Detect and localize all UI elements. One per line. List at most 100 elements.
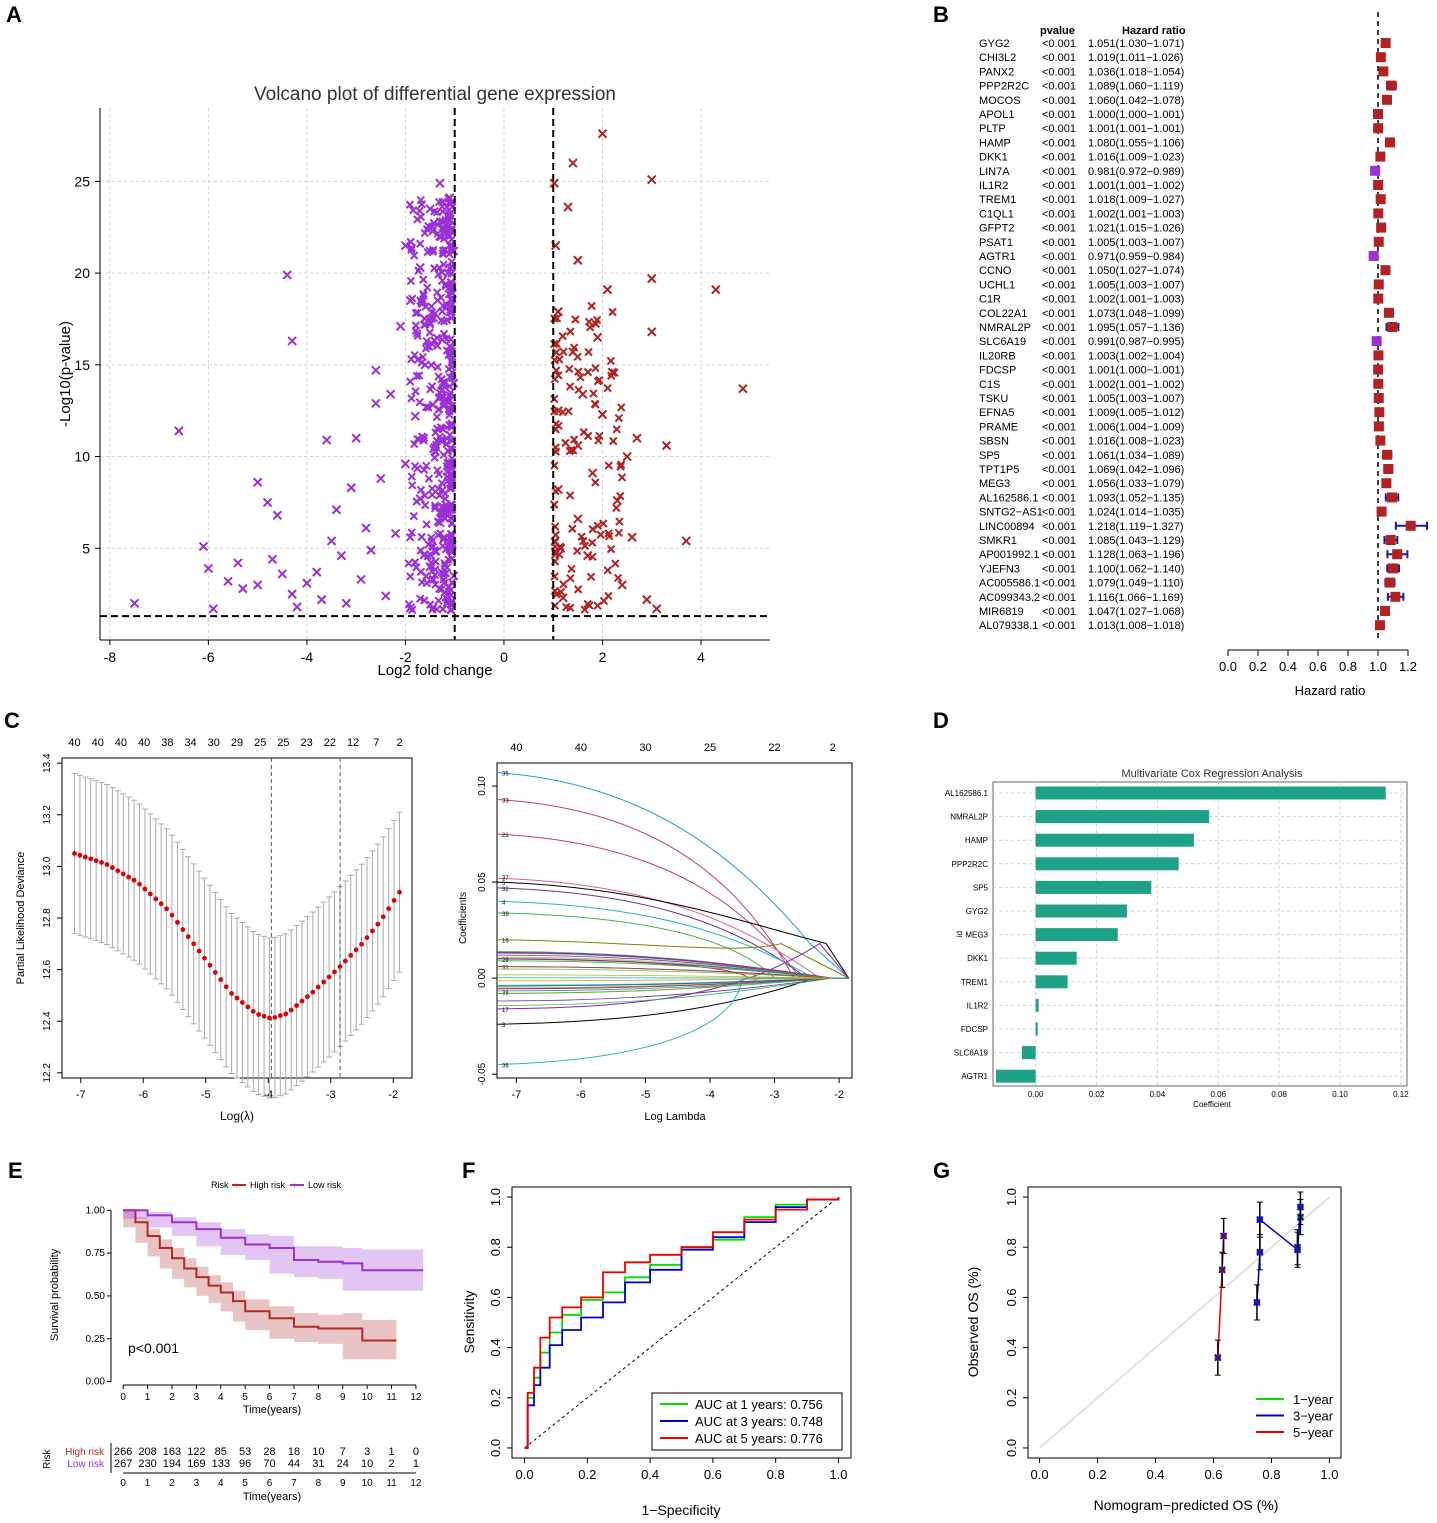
gene-label: IL1R2	[979, 180, 1008, 192]
hr-label: 1.060(1.042−1.078)	[1088, 95, 1184, 107]
legend-label: AUC at 5 years: 0.776	[695, 1431, 823, 1446]
x-tick-label: 1.0	[1369, 659, 1387, 674]
pvalue-label: <0.001	[1042, 379, 1076, 391]
up-point	[587, 468, 598, 478]
top-nonzero-count: 40	[575, 742, 587, 754]
gene-label: C1S	[979, 379, 1000, 391]
down-point	[425, 204, 435, 214]
down-point	[437, 335, 447, 345]
up-point	[603, 383, 612, 393]
coefficient-path	[496, 939, 850, 979]
x-tick-label: -7	[511, 1089, 521, 1101]
pvalue-label: <0.001	[1042, 208, 1076, 220]
down-point	[287, 589, 297, 599]
x-tick-label: -4	[263, 1089, 273, 1101]
legend-title: Risk	[211, 1180, 229, 1190]
category-label: IL1R2	[967, 1001, 989, 1010]
coefficient-path	[496, 952, 833, 979]
up-point	[572, 546, 582, 556]
hr-label: 1.079(1.049−1.110)	[1088, 578, 1184, 590]
up-point	[550, 339, 559, 349]
bar	[1035, 833, 1194, 847]
x-tick-label: 4	[697, 649, 705, 665]
down-point	[203, 563, 214, 574]
coefficient-path	[496, 977, 849, 1025]
calibration-cross	[1256, 1248, 1264, 1256]
down-point	[430, 308, 440, 319]
down-point	[445, 420, 455, 431]
cv-point	[353, 947, 359, 953]
bar	[1035, 880, 1152, 894]
up-point	[606, 544, 616, 554]
down-point	[282, 270, 292, 280]
panel-letter-b: B	[933, 2, 949, 27]
hr-marker	[1373, 279, 1384, 290]
top-nonzero-count: 34	[184, 737, 196, 749]
down-point	[407, 472, 416, 481]
pvalue-label: <0.001	[1042, 563, 1076, 575]
calibration-cross	[1214, 1353, 1222, 1362]
y-tick-label: 13.4	[42, 753, 53, 773]
x-tick-label: 7	[291, 1392, 297, 1403]
legend-label: 1−year	[1293, 1392, 1334, 1407]
roc-curve-plot: 0.0 0.2 0.4 0.6 0.8 1.0 0.0 0.2 0.4 0.6 0.8 1.0 1−Sp…	[461, 1186, 852, 1518]
up-point	[609, 436, 618, 446]
hr-label: 0.981(0.972−0.989)	[1088, 166, 1184, 178]
up-point	[647, 273, 657, 284]
down-point	[445, 461, 455, 471]
up-point	[591, 319, 601, 329]
up-point	[550, 461, 559, 470]
pvalue-label: <0.001	[1042, 492, 1076, 504]
hr-marker	[1385, 137, 1395, 148]
down-point	[444, 447, 453, 456]
down-point	[428, 575, 438, 585]
top-nonzero-count: 7	[373, 737, 379, 749]
gene-label: GFPT2	[979, 223, 1014, 235]
top-nonzero-count: 40	[68, 737, 80, 749]
coefficient-path	[496, 772, 850, 979]
gene-label: MEG3	[979, 478, 1010, 490]
risk-x-tick-label: 5	[242, 1478, 248, 1489]
down-point	[174, 426, 184, 436]
hr-marker	[1382, 449, 1393, 460]
cox-coefficient-bar-chart: Multivariate Cox Regression Analysis 0.00…	[945, 768, 1409, 1109]
legend-marker: +	[234, 1181, 239, 1190]
gene-label: YJEFN3	[979, 563, 1020, 575]
down-point	[423, 283, 432, 292]
x-tick-label: 3	[194, 1392, 200, 1403]
up-point	[617, 580, 627, 590]
hr-marker	[1374, 620, 1385, 631]
up-point	[604, 461, 614, 470]
legend-label: AUC at 1 years: 0.756	[695, 1397, 823, 1412]
y-tick-label: 0.2	[1004, 1389, 1019, 1407]
cv-point	[191, 941, 197, 947]
down-point	[438, 424, 447, 433]
pvalue-label: <0.001	[1042, 478, 1076, 490]
up-point	[573, 255, 583, 265]
panel-letter-a: A	[6, 2, 22, 27]
lasso-cv-plot: -7 -6 -5 -4 -3 -2 12.2 12.4 12.6 12.8 13.0 13.2 13.4…	[15, 737, 413, 1123]
hr-marker	[1373, 293, 1384, 304]
plot-frame	[496, 762, 853, 1079]
hr-label: 1.080(1.055−1.106)	[1088, 137, 1184, 149]
gene-label: COL22A1	[979, 308, 1027, 320]
category-label: GYG2	[966, 907, 989, 916]
hr-marker	[1385, 535, 1396, 545]
risk-count: 53	[239, 1446, 251, 1458]
x-axis-label: 1−Specificity	[642, 1502, 721, 1518]
down-point	[419, 320, 429, 330]
up-point	[616, 491, 625, 501]
pvalue-label: <0.001	[1042, 322, 1076, 334]
down-point	[440, 229, 450, 240]
up-point	[603, 566, 612, 575]
down-point	[423, 403, 433, 412]
up-point	[553, 306, 563, 317]
survival-curve	[123, 1209, 424, 1272]
up-point	[592, 332, 603, 343]
risk-x-axis-label: Time(years)	[243, 1491, 301, 1503]
y-tick-label: 0.4	[488, 1339, 503, 1357]
down-point	[405, 533, 415, 542]
down-point	[447, 483, 456, 493]
up-point	[738, 383, 748, 394]
